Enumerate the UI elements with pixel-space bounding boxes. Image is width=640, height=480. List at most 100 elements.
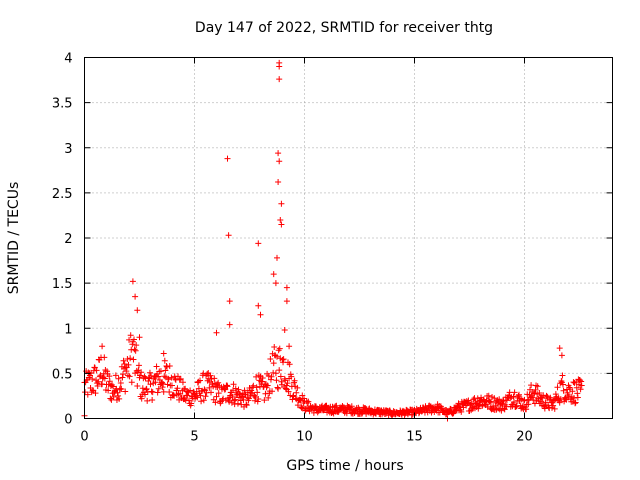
data-point (524, 397, 531, 404)
data-point (512, 403, 519, 410)
data-point (106, 373, 113, 380)
data-point (270, 271, 277, 278)
data-point (554, 384, 561, 391)
data-point (144, 397, 151, 404)
data-point (198, 398, 205, 405)
y-tick-label: 1.5 (52, 277, 73, 292)
data-point (259, 375, 266, 382)
data-point (273, 377, 280, 384)
data-point (210, 383, 217, 390)
data-point (157, 368, 164, 375)
data-point (551, 405, 558, 412)
data-point (486, 398, 493, 405)
data-point (181, 395, 188, 402)
data-point (231, 397, 238, 404)
data-point (268, 373, 275, 380)
data-point (212, 399, 219, 406)
data-point (550, 402, 557, 409)
grid (84, 57, 613, 419)
data-point (99, 343, 106, 350)
data-point (155, 385, 162, 392)
data-point (235, 386, 242, 393)
data-point (208, 375, 215, 382)
data-point (115, 375, 122, 382)
data-point (101, 354, 108, 361)
y-tick-label: 3 (64, 142, 72, 157)
data-point (283, 284, 290, 291)
data-point (155, 373, 162, 380)
data-point (84, 391, 91, 398)
y-tick-label: 4 (64, 52, 72, 67)
data-point (267, 376, 274, 383)
data-point (577, 377, 584, 384)
data-point (254, 389, 261, 396)
data-point (172, 375, 179, 382)
data-point (223, 382, 230, 389)
data-point (187, 387, 194, 394)
data-point (238, 392, 245, 399)
data-point (271, 343, 278, 350)
x-tick-label: 20 (516, 430, 533, 445)
data-point (496, 396, 503, 403)
data-point (282, 385, 289, 392)
data-point (110, 383, 117, 390)
data-point (563, 396, 570, 403)
data-point (276, 76, 283, 83)
data-point (213, 393, 220, 400)
data-point (161, 357, 168, 364)
data-point (569, 388, 576, 395)
data-point (202, 393, 209, 400)
data-point (297, 396, 304, 403)
data-point (165, 375, 172, 382)
data-point (215, 390, 222, 397)
data-point (130, 356, 137, 363)
data-point (225, 397, 232, 404)
data-point (188, 400, 195, 407)
data-point (286, 343, 293, 350)
data-point (115, 392, 122, 399)
data-point (197, 392, 204, 399)
data-point (267, 356, 274, 363)
data-point (164, 381, 171, 388)
data-point (139, 385, 146, 392)
data-point (525, 401, 532, 408)
data-point (121, 360, 128, 367)
data-point (125, 361, 132, 368)
data-point (108, 396, 115, 403)
data-point (284, 380, 291, 387)
data-point (135, 362, 142, 369)
data-point (215, 379, 222, 386)
y-tick-label: 2 (64, 232, 72, 247)
data-point (127, 332, 134, 339)
data-point (153, 363, 160, 370)
data-point (134, 307, 141, 314)
data-point (544, 393, 551, 400)
data-point (166, 363, 173, 370)
data-point (532, 386, 539, 393)
data-point (348, 403, 355, 410)
data-point (556, 399, 563, 406)
data-point (408, 412, 415, 419)
data-point (137, 372, 144, 379)
data-point (545, 404, 552, 411)
data-point (136, 334, 143, 341)
data-point (112, 372, 119, 379)
data-point (234, 400, 241, 407)
data-point (177, 375, 184, 382)
data-point (162, 367, 169, 374)
data-point (254, 398, 261, 405)
data-point (288, 373, 295, 380)
data-point (106, 378, 113, 385)
data-point (225, 232, 232, 239)
data-point (552, 391, 559, 398)
data-point (226, 398, 233, 405)
data-point (285, 388, 292, 395)
data-point (123, 368, 130, 375)
data-point (447, 406, 454, 413)
data-point (278, 200, 285, 207)
data-point (523, 406, 530, 413)
data-point (213, 329, 220, 336)
data-point (272, 280, 279, 287)
data-point (114, 389, 121, 396)
x-tick-label: 0 (80, 430, 88, 445)
